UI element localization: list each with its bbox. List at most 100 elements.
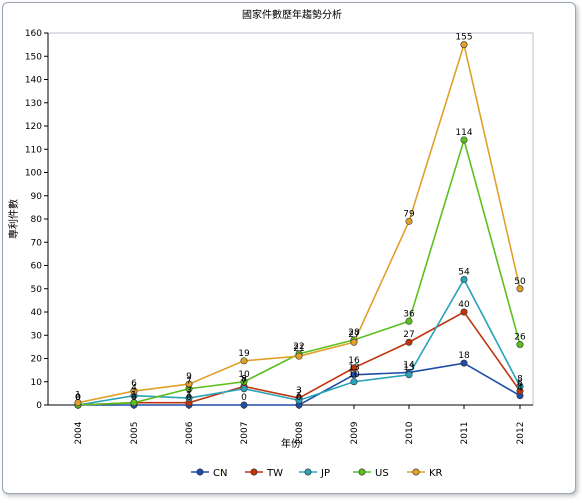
x-axis-title: 年份 xyxy=(281,437,301,450)
y-tick-label: 110 xyxy=(25,145,42,155)
y-tick-label: 70 xyxy=(31,238,43,248)
data-label-cn: 0 xyxy=(296,393,302,403)
y-tick-label: 140 xyxy=(25,76,42,86)
y-tick-label: 160 xyxy=(25,29,42,39)
x-tick-label: 2009 xyxy=(350,421,360,444)
y-tick-label: 10 xyxy=(31,378,43,388)
data-label-kr: 9 xyxy=(186,372,192,382)
data-label-cn: 14 xyxy=(403,360,415,370)
data-label-tw: 1 xyxy=(131,391,137,401)
data-label-cn: 4 xyxy=(517,384,523,394)
legend-marker-jp xyxy=(304,468,312,476)
legend-label-us: US xyxy=(375,468,389,479)
data-point-kr xyxy=(185,380,193,388)
data-label-kr: 19 xyxy=(238,349,250,359)
series-lines xyxy=(74,41,524,409)
data-point-kr xyxy=(350,338,358,346)
data-point-tw xyxy=(405,338,413,346)
y-tick-label: 20 xyxy=(31,355,43,365)
data-label-us: 26 xyxy=(514,333,526,343)
y-tick-label: 30 xyxy=(31,331,43,341)
data-label-us: 22 xyxy=(293,342,304,352)
data-point-kr xyxy=(405,217,413,225)
y-tick-label: 40 xyxy=(31,308,43,318)
plot-area xyxy=(47,32,534,406)
data-point-cn xyxy=(350,371,358,379)
data-label-kr: 6 xyxy=(131,379,137,389)
chart-svg: 國家件數歷年趨勢分析 01020304050607080901001101201… xyxy=(7,8,534,479)
data-label-jp: 4 xyxy=(131,384,137,394)
data-point-us xyxy=(516,341,524,349)
legend-marker-tw xyxy=(250,468,258,476)
data-point-us xyxy=(405,317,413,325)
data-point-kr xyxy=(130,387,138,395)
data-point-tw xyxy=(460,308,468,316)
chart-frame: 國家件數歷年趨勢分析 0 10 20 30 40 50 60 70 80 90 100 110 120 1… xyxy=(2,2,576,494)
data-point-kr xyxy=(74,399,82,407)
data-label-jp: 0 xyxy=(75,393,81,403)
data-point-jp xyxy=(185,394,193,402)
y-tick-label: 80 xyxy=(31,215,43,225)
x-tick-label: 2008 xyxy=(295,421,305,444)
y-tick-label: 100 xyxy=(25,169,42,179)
chart-title: 國家件數歷年趨勢分析 xyxy=(242,8,342,21)
data-label-jp: 10 xyxy=(348,370,360,380)
data-label-cn: 0 xyxy=(186,393,192,403)
data-point-cn xyxy=(460,359,468,367)
data-label-cn: 0 xyxy=(131,393,137,403)
data-label-cn: 0 xyxy=(241,393,247,403)
data-label-kr: 1 xyxy=(75,391,81,401)
data-label-us: 36 xyxy=(403,309,415,319)
data-point-cn xyxy=(240,401,248,409)
data-label-kr: 27 xyxy=(348,330,359,340)
data-label-kr: 50 xyxy=(514,277,526,287)
data-label-us: 10 xyxy=(238,370,250,380)
x-tick-label: 2007 xyxy=(240,422,250,445)
y-tick-label: 90 xyxy=(31,192,43,202)
legend-label-cn: CN xyxy=(213,468,227,479)
data-point-kr xyxy=(516,285,524,293)
x-tick-label: 2006 xyxy=(185,421,195,444)
data-label-cn: 13 xyxy=(348,363,359,373)
data-point-tw xyxy=(350,364,358,372)
data-label-kr: 79 xyxy=(403,209,415,219)
data-label-jp: 8 xyxy=(517,374,523,384)
data-label-tw: 8 xyxy=(241,374,247,384)
data-label-tw: 40 xyxy=(458,300,470,310)
axes: 0102030405060708090100110120130140150160… xyxy=(25,29,533,444)
data-label-tw: 3 xyxy=(296,386,302,396)
data-label-jp: 54 xyxy=(458,267,470,277)
legend-label-jp: JP xyxy=(320,468,330,479)
legend-label-kr: KR xyxy=(429,468,443,479)
y-tick-label: 50 xyxy=(31,285,43,295)
data-point-us xyxy=(130,399,138,407)
data-label-kr: 155 xyxy=(455,33,472,43)
data-label-tw: 27 xyxy=(403,330,414,340)
data-point-kr xyxy=(295,352,303,360)
data-label-tw: 6 xyxy=(517,379,523,389)
y-tick-label: 130 xyxy=(25,99,42,109)
data-label-tw: 1 xyxy=(186,391,192,401)
data-label-cn: 0 xyxy=(75,393,81,403)
data-point-kr xyxy=(240,357,248,365)
legend-marker-us xyxy=(358,468,366,476)
y-tick-label: 120 xyxy=(25,122,42,132)
data-point-jp xyxy=(516,382,524,390)
legend-marker-cn xyxy=(196,468,204,476)
data-point-us xyxy=(460,136,468,144)
y-tick-label: 0 xyxy=(36,401,42,411)
data-label-us: 1 xyxy=(131,391,137,401)
x-tick-label: 2011 xyxy=(460,422,470,445)
x-tick-label: 2010 xyxy=(405,421,415,444)
data-label-tw: 0 xyxy=(75,393,81,403)
data-point-jp xyxy=(405,371,413,379)
data-label-us: 0 xyxy=(75,393,81,403)
legend-label-tw: TW xyxy=(266,468,283,479)
data-point-jp xyxy=(295,396,303,404)
data-label-jp: 7 xyxy=(241,377,247,387)
data-label-us: 28 xyxy=(348,328,360,338)
x-tick-label: 2012 xyxy=(516,422,526,445)
data-label-tw: 16 xyxy=(348,356,360,366)
data-label-jp: 3 xyxy=(186,386,192,396)
